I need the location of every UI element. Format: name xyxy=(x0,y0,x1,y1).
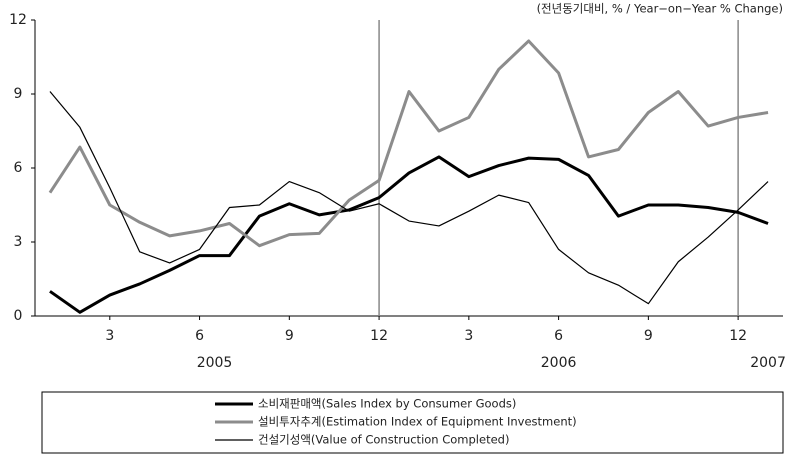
unit-note: (전년동기대비, % / Year−on−Year % Change) xyxy=(537,2,783,16)
y-tick-label: 9 xyxy=(14,86,23,102)
x-tick-label: 12 xyxy=(370,328,388,344)
year-label: 2006 xyxy=(541,355,577,371)
y-tick-label: 6 xyxy=(14,160,23,176)
x-tick-label: 3 xyxy=(464,328,473,344)
x-tick-label: 9 xyxy=(285,328,294,344)
y-tick-label: 3 xyxy=(14,234,23,250)
series-line xyxy=(49,91,769,305)
x-tick-label: 3 xyxy=(105,328,114,344)
series-line xyxy=(48,39,769,248)
x-tick-label: 6 xyxy=(195,328,204,344)
series-line xyxy=(49,155,769,314)
x-tick-label: 12 xyxy=(729,328,747,344)
year-label: 2005 xyxy=(197,355,233,371)
legend-box xyxy=(41,391,784,454)
x-tick-label: 9 xyxy=(644,328,653,344)
legend-label: 건설기성액(Value of Construction Completed) xyxy=(258,433,509,447)
y-tick-label: 0 xyxy=(14,308,23,324)
year-label: 2007 xyxy=(750,355,786,371)
legend-label: 소비재판매액(Sales Index by Consumer Goods) xyxy=(258,397,516,411)
x-tick-label: 6 xyxy=(554,328,563,344)
y-tick-label: 12 xyxy=(9,12,27,28)
legend-label: 설비투자추계(Estimation Index of Equipment Inv… xyxy=(258,415,577,429)
